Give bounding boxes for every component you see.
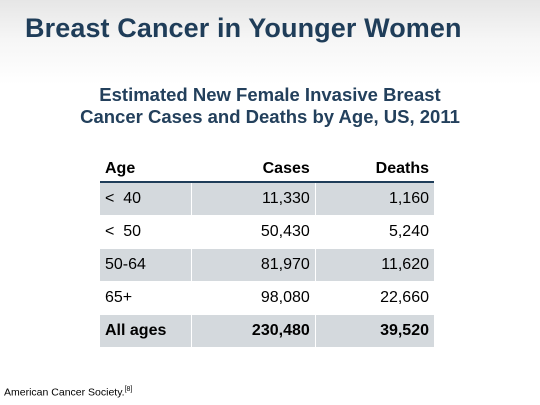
- row-deaths: 5,240: [314, 215, 434, 249]
- row-age: < 40: [100, 182, 192, 216]
- row-cases: 81,970: [190, 248, 316, 282]
- total-deaths: 39,520: [314, 314, 434, 348]
- header-age: Age: [100, 156, 192, 183]
- row-cases: 11,330: [190, 182, 316, 216]
- slide-title: Breast Cancer in Younger Women: [25, 13, 462, 43]
- row-cases: 50,430: [190, 215, 316, 249]
- citation-ref: [8]: [124, 386, 133, 393]
- row-age: 65+: [100, 281, 192, 315]
- table-total-row: All ages 230,480 39,520: [100, 314, 434, 348]
- row-deaths: 22,660: [314, 281, 434, 315]
- cases-deaths-table: Age Cases Deaths < 40 11,330 1,160 < 50 …: [100, 156, 434, 348]
- table-row: < 50 50,430 5,240: [100, 215, 434, 249]
- row-deaths: 11,620: [314, 248, 434, 282]
- total-age: All ages: [100, 314, 192, 348]
- table-caption: Estimated New Female Invasive Breast Can…: [0, 84, 540, 128]
- row-deaths: 1,160: [314, 182, 434, 216]
- row-age: < 50: [100, 215, 192, 249]
- table-caption-line-2: Cancer Cases and Deaths by Age, US, 2011: [80, 106, 460, 127]
- table-row: 65+ 98,080 22,660: [100, 281, 434, 315]
- row-cases: 98,080: [190, 281, 316, 315]
- header-cases: Cases: [190, 156, 316, 183]
- total-cases: 230,480: [190, 314, 316, 348]
- table-row: 50-64 81,970 11,620: [100, 248, 434, 282]
- table-caption-line-1: Estimated New Female Invasive Breast: [99, 84, 441, 105]
- row-age: 50-64: [100, 248, 192, 282]
- table-row: < 40 11,330 1,160: [100, 182, 434, 216]
- citation-text: American Cancer Society.: [4, 386, 125, 399]
- table-header-row: Age Cases Deaths: [100, 156, 434, 183]
- source-citation: American Cancer Society.[8]: [4, 386, 132, 399]
- header-deaths: Deaths: [314, 156, 434, 183]
